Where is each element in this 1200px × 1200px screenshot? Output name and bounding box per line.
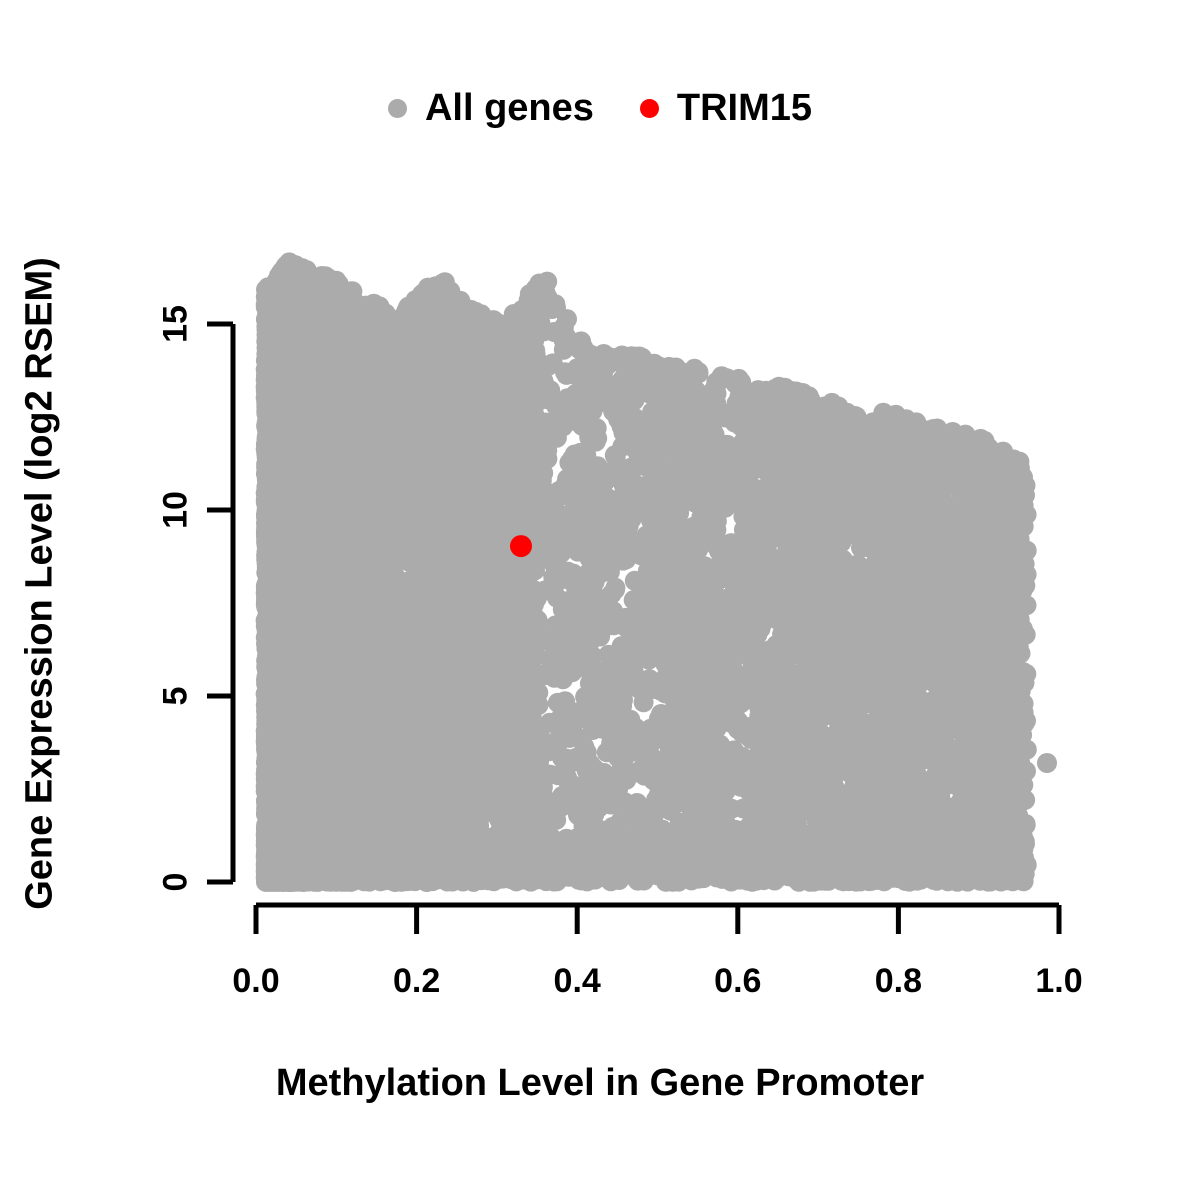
x-axis-tick-label: 0.4 bbox=[553, 962, 601, 1000]
x-axis-tick-label: 0.8 bbox=[874, 962, 923, 1000]
x-axis-ticks bbox=[253, 905, 1062, 934]
x-axis-tick-label: 0.6 bbox=[714, 962, 762, 1000]
legend-marker-trim15-icon bbox=[639, 98, 659, 118]
x-axis-tick-label: 0.2 bbox=[392, 962, 441, 1000]
x-axis-tick-label: 1.0 bbox=[1035, 962, 1083, 1000]
x-axis-title: Methylation Level in Gene Promoter bbox=[275, 1062, 925, 1104]
legend-label-all-genes: All genes bbox=[424, 87, 594, 129]
data-points-layer bbox=[255, 252, 1058, 893]
y-axis-tick-label: 5 bbox=[156, 686, 195, 706]
legend-marker-all-genes-icon bbox=[387, 98, 407, 118]
legend: All genes TRIM15 bbox=[0, 80, 1200, 136]
y-axis-ticks bbox=[207, 321, 233, 885]
y-axis-tick-label: 10 bbox=[156, 491, 195, 529]
highlight-points-layer bbox=[509, 535, 532, 558]
legend-item-all-genes: All genes bbox=[387, 87, 594, 129]
x-axis-tick-label: 0.0 bbox=[232, 962, 280, 1000]
legend-label-trim15: TRIM15 bbox=[676, 87, 813, 129]
y-axis-tick-label: 0 bbox=[156, 872, 195, 892]
y-axis-tick-label: 15 bbox=[156, 305, 195, 343]
trim15-data-point[interactable] bbox=[509, 535, 532, 558]
all-genes-scatter-cloud bbox=[255, 252, 1058, 893]
axis-layer bbox=[207, 321, 1062, 934]
legend-item-trim15: TRIM15 bbox=[639, 87, 813, 129]
